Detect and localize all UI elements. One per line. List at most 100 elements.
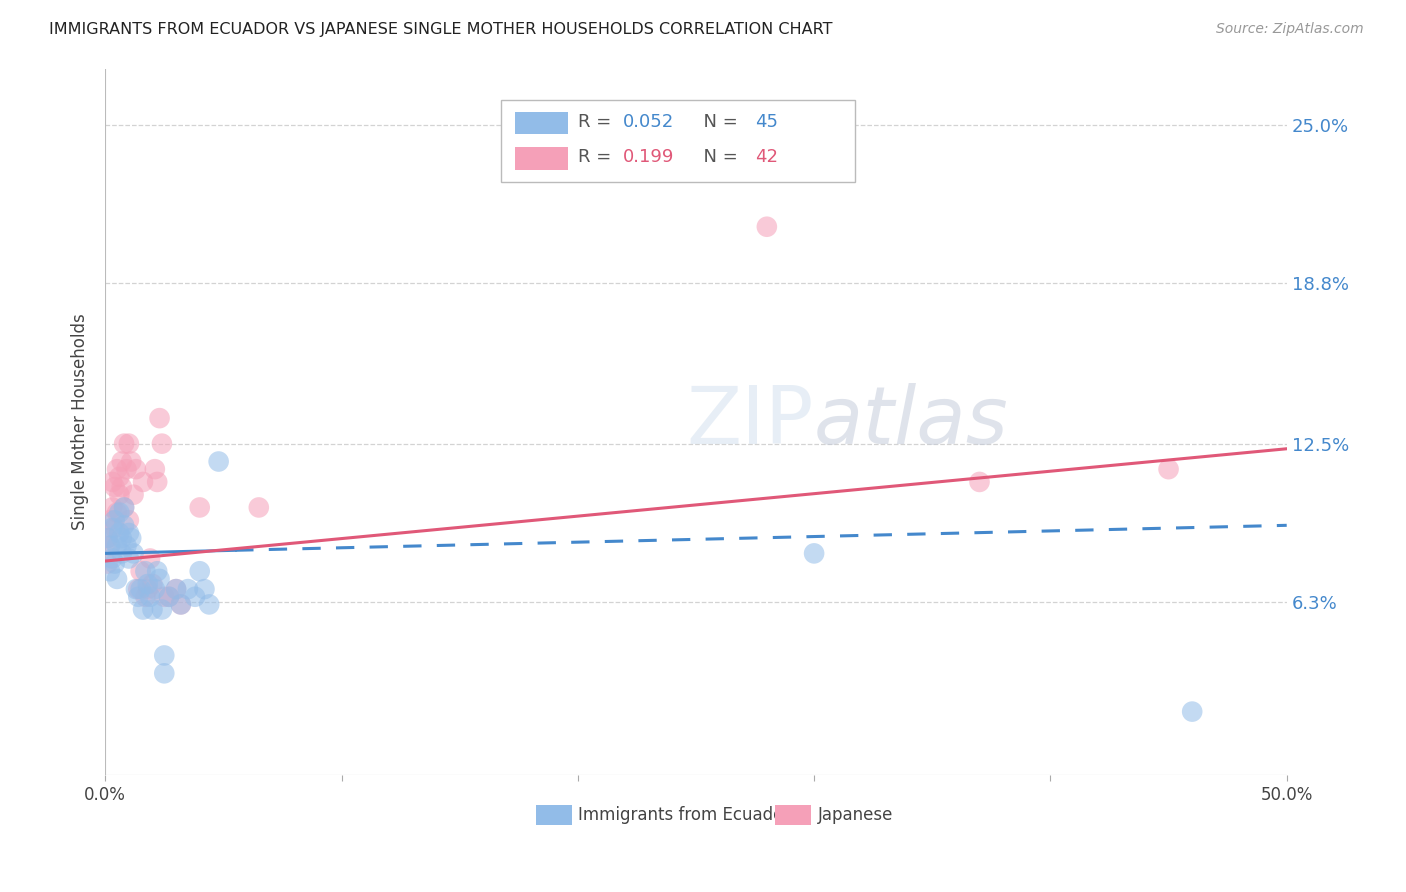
- Point: [104, 557, 127, 571]
- Text: N =: N =: [692, 148, 744, 166]
- Point: [108, 525, 131, 540]
- Point: [150, 602, 173, 616]
- Point: [122, 546, 145, 560]
- Point: [97, 531, 120, 545]
- Point: [148, 572, 170, 586]
- Text: Source: ZipAtlas.com: Source: ZipAtlas.com: [1216, 22, 1364, 37]
- Point: [208, 454, 231, 468]
- Point: [184, 590, 207, 604]
- Text: 45: 45: [755, 112, 778, 130]
- Point: [118, 525, 141, 540]
- Point: [104, 513, 127, 527]
- Point: [98, 513, 121, 527]
- Point: [146, 475, 169, 489]
- Point: [111, 546, 134, 560]
- Point: [127, 590, 149, 604]
- Point: [803, 546, 825, 560]
- Bar: [515, 147, 568, 169]
- Y-axis label: Single Mother Households: Single Mother Households: [72, 314, 89, 531]
- Point: [112, 436, 135, 450]
- Point: [111, 454, 134, 468]
- Point: [111, 480, 134, 494]
- Point: [105, 572, 128, 586]
- Point: [98, 539, 121, 553]
- Text: Japanese: Japanese: [818, 806, 893, 824]
- Point: [198, 598, 221, 612]
- Point: [1181, 705, 1204, 719]
- Point: [111, 531, 134, 545]
- Point: [153, 590, 176, 604]
- Point: [125, 582, 148, 596]
- Point: [150, 436, 173, 450]
- Point: [105, 462, 128, 476]
- Point: [157, 590, 180, 604]
- Point: [141, 577, 163, 591]
- Point: [118, 551, 141, 566]
- Point: [247, 500, 270, 515]
- Point: [108, 488, 131, 502]
- Point: [141, 602, 163, 616]
- Text: R =: R =: [578, 148, 617, 166]
- Point: [115, 539, 138, 553]
- Point: [134, 564, 156, 578]
- Point: [755, 219, 778, 234]
- Point: [148, 411, 170, 425]
- Point: [112, 518, 135, 533]
- Point: [153, 648, 176, 663]
- Point: [193, 582, 215, 596]
- Point: [108, 506, 131, 520]
- Point: [101, 521, 124, 535]
- Text: atlas: atlas: [814, 383, 1010, 461]
- Point: [101, 475, 124, 489]
- Point: [105, 539, 128, 553]
- Point: [129, 582, 152, 596]
- Text: IMMIGRANTS FROM ECUADOR VS JAPANESE SINGLE MOTHER HOUSEHOLDS CORRELATION CHART: IMMIGRANTS FROM ECUADOR VS JAPANESE SING…: [49, 22, 832, 37]
- Point: [98, 564, 121, 578]
- Point: [129, 564, 152, 578]
- Point: [122, 488, 145, 502]
- Point: [101, 500, 124, 515]
- Point: [143, 582, 166, 596]
- Point: [104, 521, 127, 535]
- Point: [120, 454, 142, 468]
- Text: R =: R =: [578, 112, 617, 130]
- Point: [120, 531, 142, 545]
- Point: [139, 590, 162, 604]
- Point: [112, 500, 135, 515]
- Point: [143, 462, 166, 476]
- Point: [969, 475, 991, 489]
- FancyBboxPatch shape: [501, 100, 855, 182]
- Point: [153, 666, 176, 681]
- Point: [132, 475, 155, 489]
- Point: [104, 480, 127, 494]
- Text: Immigrants from Ecuador: Immigrants from Ecuador: [578, 806, 790, 824]
- Point: [112, 500, 135, 515]
- Point: [118, 513, 141, 527]
- Point: [157, 590, 180, 604]
- Point: [105, 506, 128, 520]
- Point: [108, 470, 131, 484]
- Point: [188, 500, 211, 515]
- Point: [136, 582, 159, 596]
- Text: 42: 42: [755, 148, 778, 166]
- Text: ZIP: ZIP: [686, 383, 814, 461]
- Point: [177, 582, 200, 596]
- Point: [170, 598, 193, 612]
- Bar: [537, 805, 572, 825]
- Point: [1157, 462, 1180, 476]
- Point: [97, 557, 120, 571]
- Text: N =: N =: [692, 112, 744, 130]
- Point: [139, 551, 162, 566]
- Point: [115, 462, 138, 476]
- Point: [165, 582, 187, 596]
- Point: [101, 551, 124, 566]
- Point: [136, 577, 159, 591]
- Text: 0.199: 0.199: [623, 148, 673, 166]
- Bar: [775, 805, 811, 825]
- Point: [146, 564, 169, 578]
- Point: [188, 564, 211, 578]
- Point: [134, 590, 156, 604]
- Point: [125, 462, 148, 476]
- Point: [97, 531, 120, 545]
- Point: [170, 598, 193, 612]
